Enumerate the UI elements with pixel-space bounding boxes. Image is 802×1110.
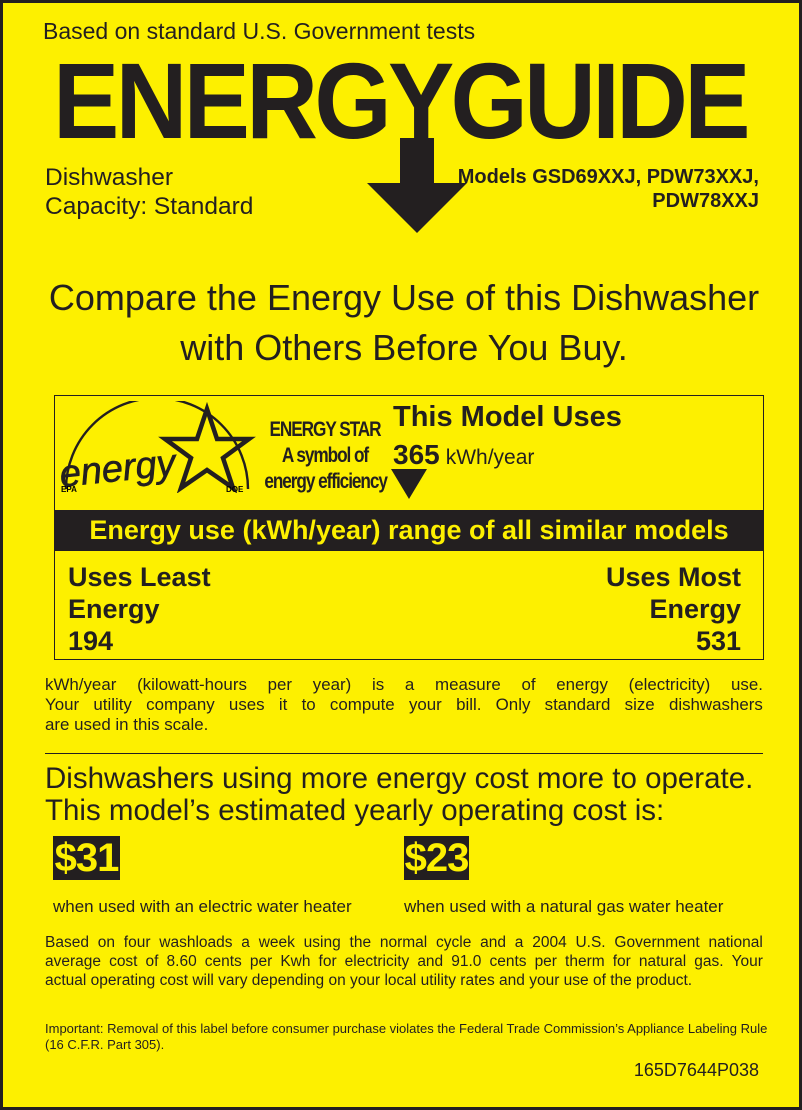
svg-text:EPA: EPA (61, 485, 77, 493)
svg-text:energy: energy (61, 442, 179, 493)
svg-text:DOE: DOE (226, 485, 244, 493)
